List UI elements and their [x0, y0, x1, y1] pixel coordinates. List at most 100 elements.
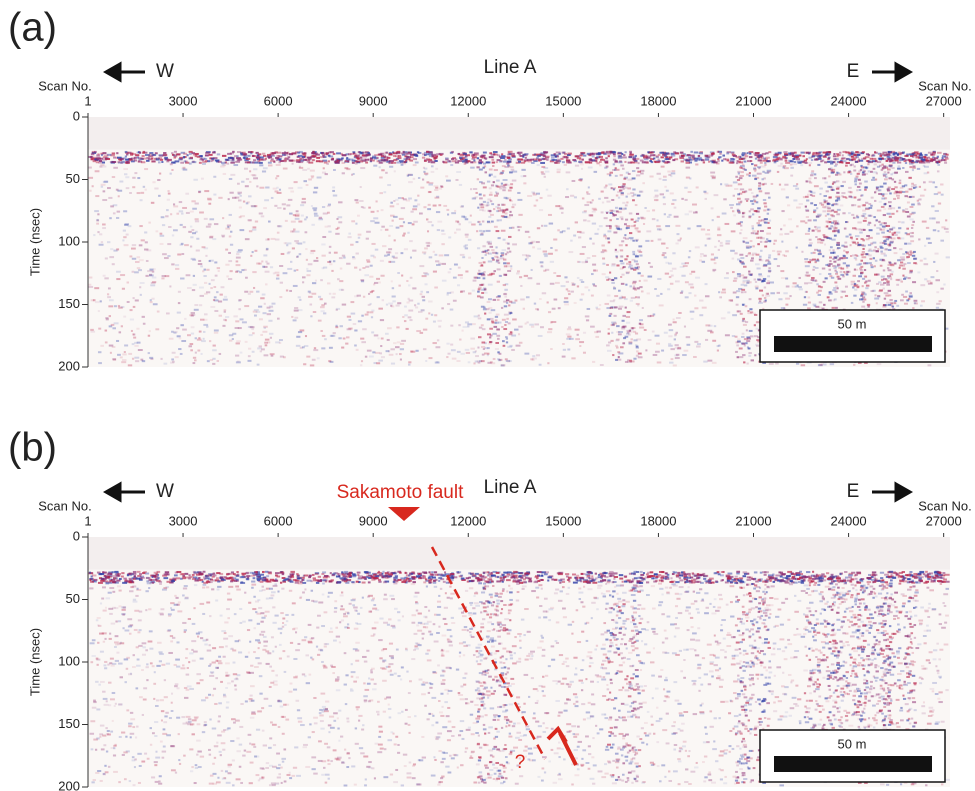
reflection [518, 153, 520, 155]
reflection [854, 196, 857, 198]
reflection [874, 265, 876, 267]
reflection [924, 189, 926, 191]
reflection [99, 233, 102, 235]
reflection [615, 251, 619, 253]
reflection [857, 286, 860, 288]
reflection [312, 282, 316, 284]
reflection [630, 161, 634, 163]
reflection [763, 199, 766, 201]
reflection [656, 343, 660, 345]
reflection [371, 331, 374, 333]
reflection [524, 275, 528, 277]
reflection [665, 262, 668, 264]
reflection [468, 257, 471, 259]
reflection [434, 189, 438, 191]
reflection [470, 348, 474, 350]
reflection [381, 338, 384, 340]
reflection [226, 275, 228, 277]
reflection [385, 229, 388, 231]
reflection [307, 270, 312, 272]
reflection [601, 191, 604, 193]
reflection [694, 307, 698, 309]
reflection [116, 189, 119, 191]
reflection [140, 294, 142, 296]
reflection [118, 195, 120, 197]
reflection [765, 295, 770, 297]
reflection [633, 288, 636, 290]
reflection [690, 311, 695, 313]
reflection [323, 213, 328, 215]
reflection [614, 306, 618, 308]
reflection [853, 364, 855, 366]
reflection [784, 233, 789, 235]
reflection [442, 280, 447, 282]
reflection [551, 159, 555, 161]
reflection [507, 270, 511, 272]
reflection [676, 233, 679, 235]
reflection [783, 151, 787, 153]
reflection [606, 264, 609, 266]
reflection [336, 152, 341, 154]
reflection [633, 253, 635, 255]
reflection [544, 176, 546, 178]
reflection [308, 263, 313, 265]
reflection [660, 293, 662, 295]
reflection [772, 250, 775, 252]
reflection [443, 205, 447, 207]
reflection [450, 291, 454, 293]
reflection [930, 276, 934, 278]
reflection [193, 179, 197, 181]
reflection [107, 187, 111, 189]
reflection [255, 152, 258, 154]
reflection [431, 161, 436, 163]
reflection [202, 163, 206, 165]
reflection [740, 225, 742, 227]
reflection [609, 313, 612, 315]
reflection [483, 186, 487, 188]
reflection [736, 290, 740, 292]
reflection [900, 256, 905, 258]
reflection [102, 162, 105, 164]
reflection [195, 203, 199, 205]
reflection [720, 245, 724, 247]
reflection [851, 159, 854, 161]
reflection [820, 286, 822, 288]
reflection [259, 187, 264, 189]
reflection [229, 235, 232, 237]
reflection [504, 314, 509, 316]
reflection [901, 221, 904, 223]
reflection [648, 275, 652, 277]
reflection [477, 157, 479, 159]
reflection [945, 219, 947, 221]
reflection [662, 254, 665, 256]
reflection [532, 355, 535, 357]
reflection [400, 343, 404, 345]
reflection [892, 162, 895, 164]
reflection [142, 360, 145, 362]
reflection [741, 284, 744, 286]
reflection [441, 263, 446, 265]
reflection [449, 268, 451, 270]
reflection [257, 364, 260, 366]
reflection [681, 198, 683, 200]
reflection [406, 158, 408, 160]
reflection [722, 213, 727, 215]
reflection [408, 198, 412, 200]
reflection [275, 177, 277, 179]
reflection [632, 251, 635, 253]
reflection [726, 240, 731, 242]
reflection [296, 242, 299, 244]
reflection [845, 221, 848, 223]
reflection [460, 254, 465, 256]
reflection [531, 326, 534, 328]
reflection [764, 222, 767, 224]
reflection [388, 154, 392, 156]
reflection [178, 291, 181, 293]
reflection [173, 332, 176, 334]
reflection [736, 162, 738, 164]
reflection [465, 247, 468, 249]
reflection [323, 312, 326, 314]
reflection [249, 291, 253, 293]
reflection [350, 158, 353, 160]
reflection [236, 260, 239, 262]
